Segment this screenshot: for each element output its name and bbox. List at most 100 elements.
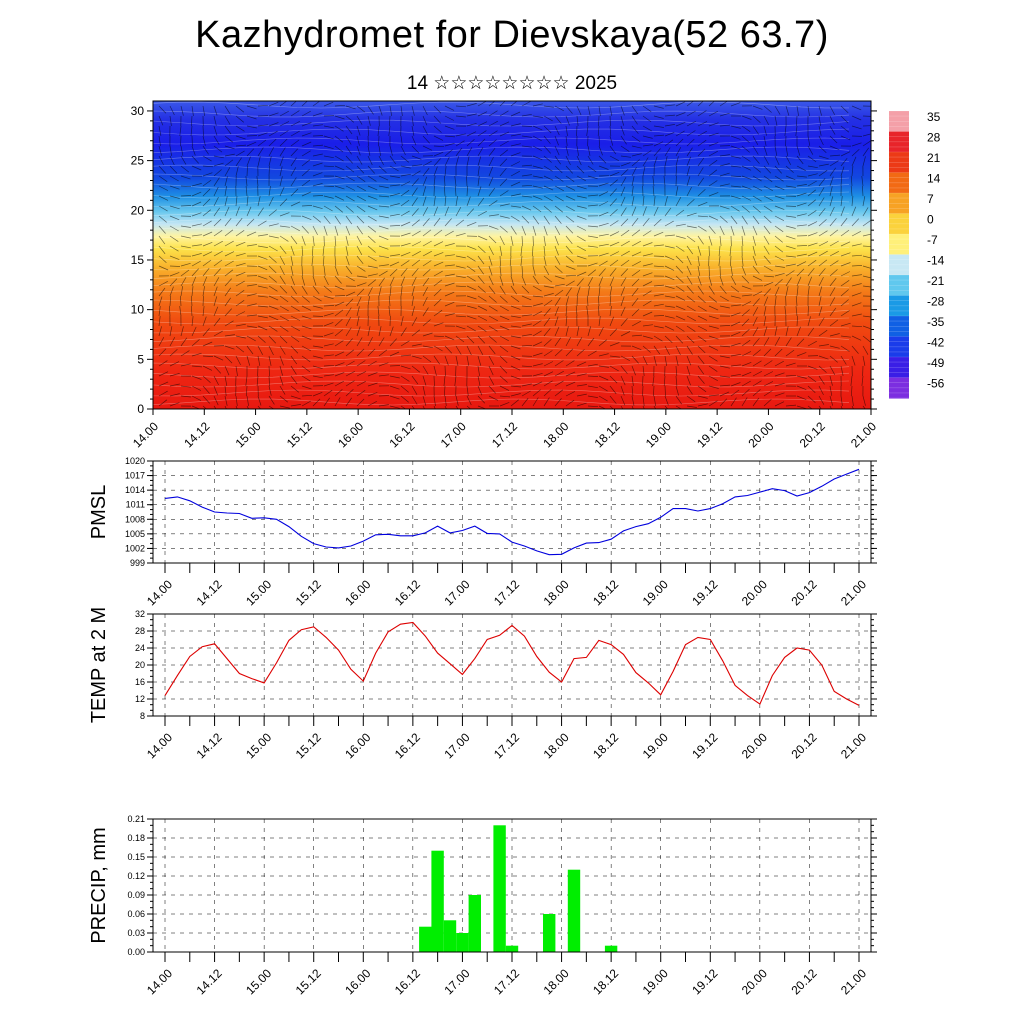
x-tick-label: 20.12: [788, 966, 819, 997]
wind-barb: [565, 235, 573, 245]
wind-barb: [598, 105, 601, 116]
wind-barb: [180, 175, 191, 180]
wind-barb: [245, 375, 248, 386]
wind-barb: [543, 115, 553, 122]
wind-barb: [180, 385, 191, 388]
wind-barb: [785, 263, 796, 267]
precip-bar: [419, 926, 432, 952]
wind-barb: [378, 255, 389, 258]
wind-barb: [697, 315, 708, 321]
wind-barb: [499, 402, 510, 407]
wind-barb: [257, 139, 267, 147]
wind-barb: [499, 225, 508, 233]
wind-barb: [411, 306, 415, 317]
wind-barb: [510, 305, 521, 310]
wind-barb: [752, 215, 760, 225]
wind-barb: [488, 225, 499, 230]
wind-barb: [675, 405, 683, 409]
wind-barb: [774, 360, 784, 367]
wind-barb: [587, 235, 598, 238]
wind-barb: [741, 125, 751, 132]
wind-barb: [521, 383, 532, 387]
wind-barb: [202, 295, 204, 307]
wind-barb: [499, 385, 510, 391]
wind-barb: [345, 327, 352, 337]
wind-barb: [367, 145, 371, 156]
wind-barb: [499, 190, 509, 197]
wind-barb: [532, 372, 543, 377]
wind-barb: [774, 105, 781, 115]
wind-barb: [477, 265, 484, 275]
wind-barb: [664, 385, 666, 397]
wind-barb: [663, 175, 666, 187]
contour-line: [153, 272, 850, 280]
wind-barb: [697, 385, 707, 393]
wind-barb: [829, 196, 834, 207]
wind-barb: [488, 156, 494, 167]
wind-barb: [851, 345, 859, 354]
wind-barb: [543, 275, 553, 283]
wind-barb: [169, 255, 180, 260]
wind-barb: [774, 401, 785, 407]
wind-barb: [565, 371, 576, 377]
wind-barb: [378, 395, 390, 397]
wind-barb: [708, 180, 718, 187]
wind-barb: [642, 125, 652, 132]
wind-barb: [477, 176, 480, 187]
wind-barb: [565, 391, 576, 397]
wind-barb: [422, 186, 427, 197]
wind-barb: [224, 186, 227, 197]
wind-barb: [565, 225, 574, 234]
contour-line: [153, 209, 850, 217]
wind-barb: [389, 405, 400, 409]
wind-barb: [158, 245, 166, 255]
wind-barb: [730, 364, 741, 367]
wind-barb: [191, 385, 202, 391]
wind-barb: [818, 344, 829, 347]
wind-barb: [642, 365, 645, 376]
wind-barb: [730, 125, 741, 129]
wind-barb: [642, 375, 644, 387]
wind-barb: [576, 349, 585, 357]
wind-barb: [576, 271, 587, 277]
wind-barb: [850, 185, 853, 197]
wind-barb: [796, 115, 798, 127]
wind-barb: [499, 110, 509, 117]
wind-barb: [664, 345, 670, 356]
wind-barb: [367, 296, 370, 307]
wind-barb: [400, 135, 403, 146]
wind-barb: [697, 167, 704, 177]
wind-barb: [213, 125, 218, 136]
x-tick-label: 18.00: [541, 730, 572, 761]
wind-barb: [631, 153, 642, 157]
wind-barb: [851, 313, 862, 317]
wind-barb: [224, 145, 235, 150]
wind-barb: [763, 371, 774, 377]
wind-barb: [774, 115, 778, 126]
wind-barb: [202, 405, 207, 409]
wind-barb: [477, 385, 483, 396]
contour-line: [153, 317, 850, 325]
wind-barb: [389, 213, 400, 217]
wind-barb: [279, 275, 286, 285]
wind-barb: [158, 215, 167, 223]
wind-barb: [235, 323, 246, 327]
wind-barb: [213, 365, 222, 374]
wind-barb: [158, 135, 161, 146]
wind-barb: [862, 335, 871, 343]
wind-barb: [642, 115, 652, 123]
wind-barb: [169, 278, 178, 287]
wind-barb: [224, 405, 227, 409]
wind-barb: [851, 274, 862, 277]
wind-barb: [521, 390, 531, 397]
wind-barb: [235, 144, 247, 147]
wind-barb: [741, 185, 752, 190]
wind-barb: [411, 317, 418, 327]
wind-barb: [345, 389, 354, 397]
wind-barb: [290, 255, 294, 266]
wind-barb: [708, 245, 710, 257]
y-tick-label: 25: [131, 154, 145, 168]
wind-barb: [433, 375, 435, 387]
wind-barb: [554, 205, 564, 213]
wind-barb: [840, 310, 850, 317]
